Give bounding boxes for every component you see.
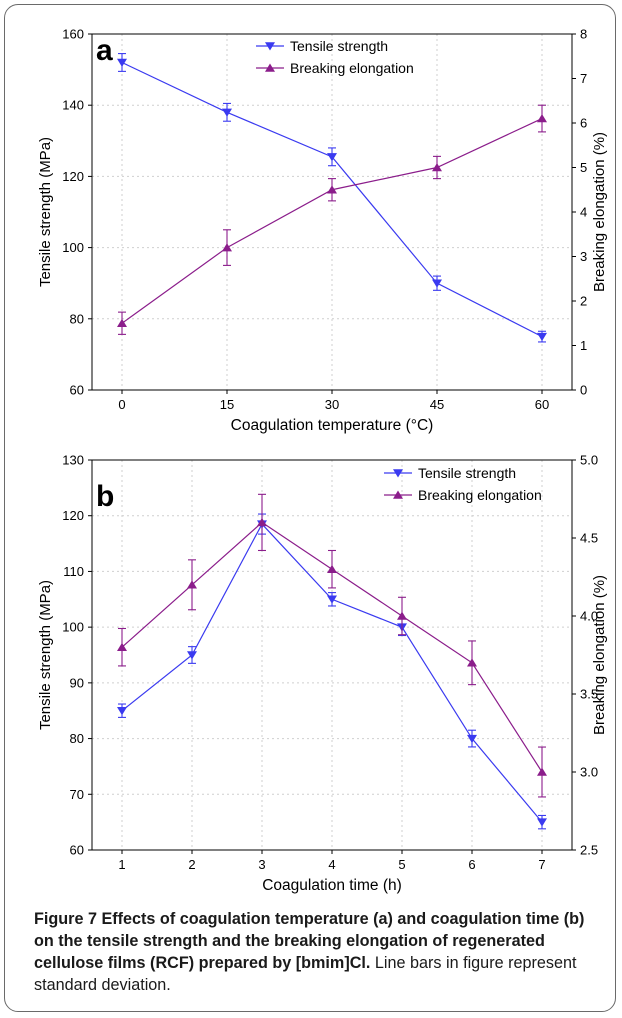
chart-a-tensile-point (537, 332, 547, 342)
chart-a-elongation-point (327, 185, 337, 194)
chart-b-y-tick-label: 130 (62, 453, 84, 468)
chart-b-panel-label: b (96, 480, 114, 513)
chart-b-y-tick-label: 100 (62, 620, 84, 635)
chart-b-y-tick-label: 90 (70, 675, 84, 690)
chart-a-tensile-point (432, 279, 442, 288)
chart-b-elongation-legend-marker (393, 490, 403, 499)
chart-a-y2-tick-label: 0 (580, 383, 587, 398)
chart-a-y-tick-label: 60 (70, 383, 84, 398)
chart-b-tensile-point (537, 818, 547, 827)
chart-a-x-tick-label: 15 (220, 397, 234, 412)
chart-a-y2-tick-label: 7 (580, 71, 587, 86)
chart-a-tensile-point (222, 108, 232, 117)
chart-a-y2-tick-label: 1 (580, 338, 587, 353)
chart-a-y-tick-label: 160 (62, 27, 84, 42)
chart-b-x-tick-label: 5 (398, 857, 405, 872)
chart-b-elongation-point (327, 564, 337, 573)
chart-b-elongation-point (397, 611, 407, 620)
chart-b-y-tick-label: 60 (70, 843, 84, 858)
chart-b-x-tick-label: 1 (118, 857, 125, 872)
chart-a-tensile-point (327, 153, 337, 162)
chart-b-y2-tick-label: 3.5 (580, 687, 598, 702)
chart-b-y2-axis-label: Breaking elongation (%) (591, 575, 608, 735)
chart-a-y-axis-label: Tensile strength (MPa) (37, 137, 54, 287)
chart-b-y2-tick-label: 4.5 (580, 531, 598, 546)
chart-a-tensile-point (117, 58, 127, 67)
figure-frame (4, 4, 616, 1012)
chart-b-elongation-legend-label: Breaking elongation (418, 487, 542, 503)
chart-b-x-tick-label: 7 (538, 857, 545, 872)
chart-b-x-tick-label: 2 (188, 857, 195, 872)
chart-b-x-tick-label: 3 (258, 857, 265, 872)
chart-b-tensile-point (467, 734, 477, 744)
chart-a-x-tick-label: 60 (535, 397, 549, 412)
chart-a-elongation-legend-label: Breaking elongation (290, 60, 414, 76)
chart-a-y2-tick-label: 6 (580, 116, 587, 131)
chart-b-y-axis-label: Tensile strength (MPa) (37, 580, 54, 730)
figure-caption: Figure 7 Effects of coagulation temperat… (34, 908, 606, 996)
chart-a-elongation-point (432, 163, 442, 172)
chart-a-y2-tick-label: 8 (580, 27, 587, 42)
chart-b-tensile-point (187, 651, 197, 660)
chart-a-x-axis-label: Coagulation temperature (°C) (231, 417, 434, 434)
chart-a-tensile-legend-label: Tensile strength (290, 38, 388, 54)
chart-b: 60 70 80 90 100 110 120 130 2.5 3.0 3.5 4.0 4.5 5.0 1 2… (37, 453, 608, 895)
chart-a-y2-axis-label: Breaking elongation (%) (591, 132, 608, 292)
caption-normal: Line bars in figure represent standard d… (34, 954, 577, 994)
chart-b-elongation-point (117, 642, 127, 651)
chart-a-x-tick-label: 30 (325, 397, 339, 412)
chart-a-y-tick-label: 140 (62, 98, 84, 113)
chart-a-elongation-point (537, 114, 547, 123)
chart-b-y-tick-label: 110 (63, 564, 84, 579)
chart-b-x-tick-label: 4 (328, 857, 335, 872)
chart-a-tensile-legend-marker (265, 42, 275, 51)
chart-b-tensile-legend-marker (393, 469, 403, 478)
chart-b-tensile-point (117, 706, 127, 716)
chart-b-elongation-point (467, 658, 477, 667)
chart-b-elongation-point (257, 517, 267, 527)
caption-bold: Figure 7 Effects of coagulation temperat… (34, 910, 585, 972)
chart-b-elongation-point (187, 580, 197, 589)
chart-a-panel-label: a (96, 34, 113, 67)
chart-b-tensile-point (327, 595, 337, 604)
chart-b-y2-tick-label: 4.0 (580, 609, 598, 624)
chart-b-y2-tick-label: 5.0 (580, 453, 598, 468)
chart-a-elongation-legend-marker (265, 63, 275, 72)
chart-a-elongation-point (117, 318, 127, 327)
chart-a-plot-frame (91, 33, 573, 391)
chart-b-x-tick-label: 6 (468, 857, 475, 872)
chart-b-tensile-legend-label: Tensile strength (418, 465, 516, 481)
chart-b-elongation-point (537, 767, 547, 776)
chart-a-y2-tick-label: 4 (580, 205, 587, 220)
chart-a-x-tick-label: 45 (430, 397, 444, 412)
chart-a-y-tick-label: 100 (62, 240, 84, 255)
chart-b-x-axis-label: Coagulation time (h) (262, 877, 402, 894)
chart-a-y2-tick-label: 5 (580, 160, 587, 175)
chart-a-elongation-point (222, 243, 232, 252)
chart-a-y-tick-label: 120 (62, 169, 84, 184)
chart-b-y-tick-label: 120 (62, 508, 84, 523)
chart-b-y-tick-label: 70 (70, 787, 84, 802)
chart-b-y2-tick-label: 2.5 (580, 843, 598, 858)
chart-a-y2-tick-label: 2 (580, 294, 587, 309)
chart-b-y-tick-label: 80 (70, 731, 84, 746)
chart-a-x-tick-label: 0 (118, 397, 125, 412)
chart-a-y-tick-label: 80 (70, 311, 84, 326)
chart-b-y2-tick-label: 3.0 (580, 765, 598, 780)
chart-a-y2-tick-label: 3 (580, 249, 587, 264)
